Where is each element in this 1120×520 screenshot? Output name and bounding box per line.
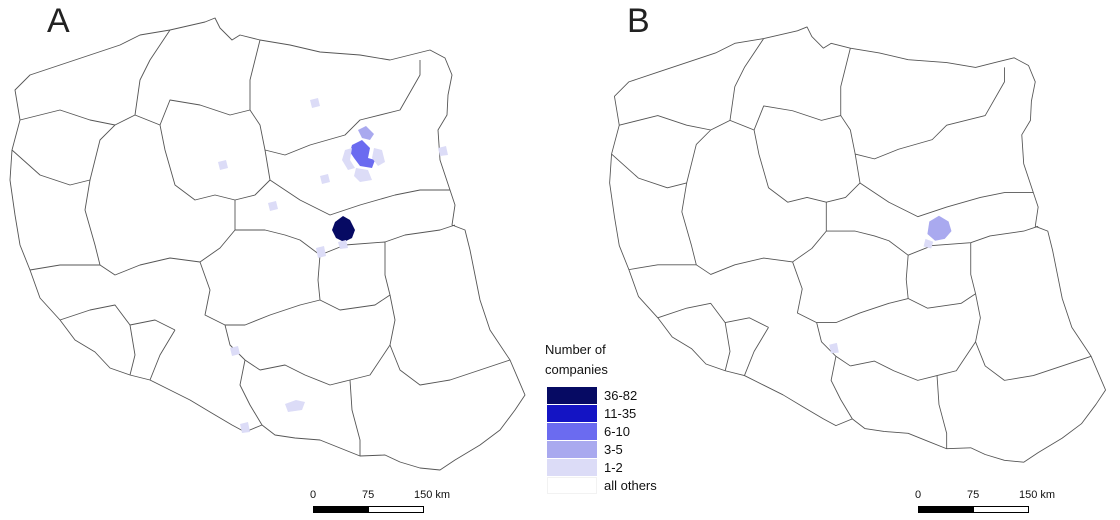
legend-swatch [547,477,597,494]
legend-swatch [547,405,597,422]
region-mid-a3 [338,240,348,249]
legend-swatch [547,441,597,458]
legend-title-line1: Number of [545,342,606,357]
legend-swatch [547,423,597,440]
region-east-a [438,146,448,156]
region-west-a [218,160,228,170]
region-capital-a [332,216,355,242]
legend-swatch [547,387,597,404]
legend-entry: 6-10 [545,423,665,440]
legend: Number of companies 36-82 11-35 6-10 3-5… [545,340,665,494]
legend-label: 6-10 [604,424,631,439]
scale-tick: 75 [967,489,980,501]
legend-label: 3-5 [604,442,623,457]
country-outline [9,17,526,471]
legend-label: 1-2 [604,460,623,475]
region-south-a1 [230,346,240,356]
scale-bar-segment [368,506,424,513]
region-south-b [829,342,839,354]
region-north-a4 [372,148,385,166]
region-capital-b-ring [923,238,934,249]
panel-label-a: A [47,2,70,40]
legend-swatch [547,459,597,476]
region-mid-a2 [268,201,278,211]
region-south-a3 [240,422,250,433]
region-north-a5 [354,168,372,182]
scale-tick: 0 [915,489,922,501]
scale-bar-segment [918,506,973,513]
legend-entry: 1-2 [545,459,665,476]
legend-entry: all others [545,477,665,494]
legend-entry: 3-5 [545,441,665,458]
region-north-a1 [350,140,375,168]
map-b [609,26,1106,463]
scale-tick: 150 km [414,489,451,501]
region-north-a6 [310,98,320,108]
legend-label: 36-82 [604,388,638,403]
scale-bar-segment [973,506,1029,513]
region-north-a3 [342,148,355,170]
scale-tick: 150 km [1019,489,1056,501]
scale-bar-b: 0 75 150 km [913,489,1073,519]
country-outline [609,26,1106,463]
region-south-a2 [285,400,305,412]
legend-label: 11-35 [604,406,637,421]
region-mid-a4 [316,246,326,258]
scale-bar-a: 0 75 150 km [308,489,468,519]
scale-tick: 75 [362,489,375,501]
map-a [9,17,526,471]
legend-entry: 11-35 [545,405,665,422]
panel-label-b: B [627,2,650,40]
region-capital-b [927,215,952,241]
region-north-a2 [358,126,374,140]
legend-label: all others [604,478,657,493]
legend-title-line2: companies [545,362,608,377]
region-mid-a1 [320,174,330,184]
scale-tick: 0 [310,489,317,501]
legend-entry: 36-82 [545,387,665,404]
scale-bar-segment [313,506,368,513]
